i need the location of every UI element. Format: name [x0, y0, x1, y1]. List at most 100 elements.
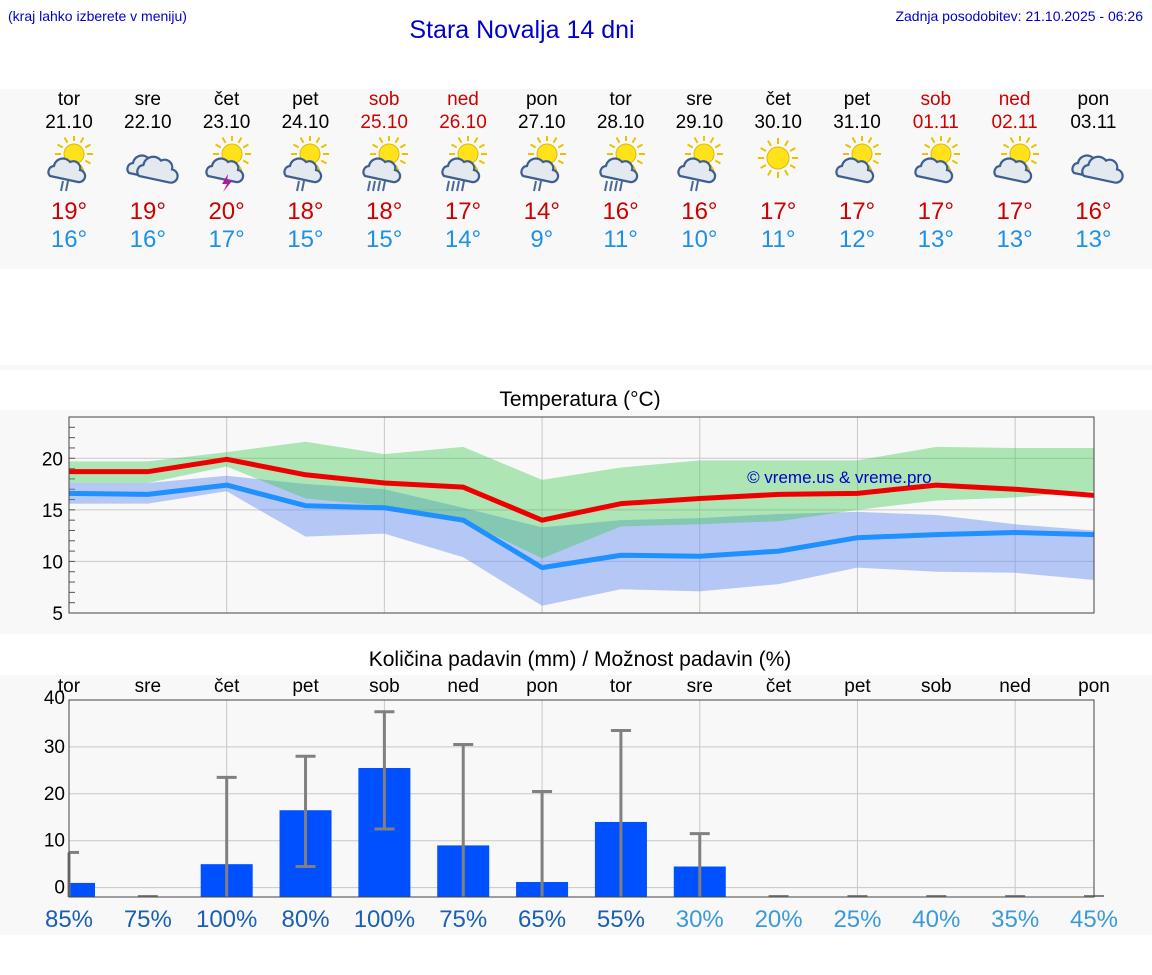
- day-label: tor: [610, 676, 633, 697]
- day-label: sre: [135, 676, 161, 697]
- day-name: čet: [765, 89, 791, 110]
- day-name: pet: [843, 89, 871, 110]
- min-temperature: 15°: [287, 226, 324, 253]
- y-tick-label: 15: [42, 501, 63, 522]
- temperature-chart-title: Temperatura (°C): [499, 388, 661, 411]
- day-name: ned: [447, 89, 479, 110]
- max-temperature-line: [69, 456, 1095, 523]
- precipitation-probability: 100%: [354, 906, 415, 933]
- max-temperature: 17°: [444, 198, 482, 225]
- location-note: (kraj lahko izberete v meniju): [8, 8, 187, 24]
- precipitation-probability: 65%: [518, 906, 566, 933]
- day-date: 25.10: [360, 112, 408, 133]
- precipitation-probability: 20%: [755, 906, 803, 933]
- min-temperature: 10°: [681, 226, 718, 253]
- day-name: ned: [998, 89, 1031, 110]
- max-temperature: 17°: [838, 198, 876, 225]
- precipitation-probability: 40%: [912, 906, 960, 933]
- max-temperature-range: [69, 441, 1094, 559]
- day-name: sre: [686, 89, 713, 110]
- daily-forecast-band: [0, 89, 1152, 269]
- min-temperature: 17°: [208, 226, 245, 253]
- watermark: © vreme.us & vreme.pro: [747, 468, 931, 487]
- day-name: tor: [57, 89, 81, 110]
- max-temperature: 20°: [208, 198, 245, 225]
- day-name: pon: [1077, 89, 1110, 110]
- sun-cloud-heavy-rain-icon: [424, 135, 502, 196]
- min-temperature: 13°: [1075, 226, 1112, 253]
- precipitation-probability: 100%: [196, 906, 257, 933]
- max-temperature: 16°: [602, 198, 639, 225]
- precipitation-probability: 30%: [676, 906, 724, 933]
- min-temperature: 13°: [917, 226, 954, 253]
- day-date: 21.10: [45, 112, 93, 133]
- last-updated: Zadnja posodobitev: 21.10.2025 - 06:26: [895, 8, 1143, 24]
- day-date: 28.10: [596, 112, 645, 133]
- day-label: čet: [766, 676, 792, 697]
- sun-cloud-heavy-rain-icon: [582, 135, 660, 196]
- day-label: sob: [921, 676, 952, 697]
- max-temperature: 16°: [1075, 198, 1112, 225]
- day-date: 24.10: [281, 112, 330, 133]
- day-name: pon: [525, 89, 558, 110]
- day-label: ned: [999, 676, 1031, 697]
- sun-cloud-rain-icon: [30, 135, 108, 196]
- max-temperature: 19°: [50, 198, 88, 225]
- y-tick-label: 40: [44, 688, 65, 709]
- cloudy-icon: [109, 136, 187, 196]
- day-date: 01.11: [912, 112, 959, 133]
- max-temperature: 17°: [996, 198, 1033, 225]
- day-date: 29.10: [675, 112, 724, 133]
- max-temperature: 19°: [129, 198, 166, 225]
- day-name: sob: [920, 89, 952, 110]
- sun-cloud-icon: [897, 135, 975, 196]
- y-tick-label: 0: [54, 878, 65, 899]
- min-temperature: 14°: [444, 226, 482, 253]
- min-temperature: 16°: [50, 226, 88, 253]
- cloudy-icon: [1054, 136, 1132, 196]
- day-date: 23.10: [202, 112, 251, 133]
- min-temperature: 9°: [530, 226, 554, 253]
- day-date: 30.10: [754, 112, 802, 133]
- day-label: ned: [447, 676, 479, 697]
- min-temperature: 11°: [603, 226, 638, 253]
- sun-cloud-icon: [818, 135, 896, 196]
- day-date: 27.10: [518, 112, 566, 133]
- precipitation-probability: 75%: [124, 906, 172, 933]
- precipitation-probability: 45%: [1070, 906, 1118, 933]
- sun-cloud-rain-icon: [266, 135, 344, 196]
- y-tick-label: 30: [44, 737, 65, 758]
- day-date: 31.10: [833, 112, 881, 133]
- sun-cloud-rain-icon: [503, 135, 581, 196]
- day-label: čet: [214, 676, 240, 697]
- day-name: sre: [134, 89, 161, 110]
- sun-thunder-icon: [188, 135, 266, 196]
- day-label: pon: [1078, 676, 1110, 697]
- min-temperature: 12°: [838, 226, 876, 253]
- y-tick-label: 20: [44, 784, 65, 805]
- day-label: pet: [292, 676, 319, 697]
- precipitation-probability: 80%: [282, 906, 330, 933]
- min-temperature: 16°: [129, 226, 166, 253]
- y-tick-label: 10: [44, 831, 65, 852]
- precipitation-chart: tor sre čet pet sob ned pon tor sre čet pet sob ned p…: [44, 676, 1118, 933]
- day-date: 22.10: [124, 112, 172, 133]
- precipitation-probability: 35%: [991, 906, 1039, 933]
- y-tick-label: 5: [52, 604, 63, 625]
- day-label: pet: [844, 676, 871, 697]
- max-temperature: 17°: [760, 198, 797, 225]
- day-label: pon: [526, 676, 558, 697]
- sun-cloud-rain-icon: [660, 135, 738, 196]
- precipitation-probability: 25%: [833, 906, 881, 933]
- precipitation-bar: [69, 882, 95, 897]
- day-name: pet: [292, 89, 319, 110]
- min-temperature: 13°: [996, 226, 1033, 253]
- max-temperature: 16°: [681, 198, 718, 225]
- page-title: Stara Novalja 14 dni: [409, 16, 635, 44]
- precipitation-chart-title: Količina padavin (mm) / Možnost padavin …: [368, 648, 792, 671]
- max-temperature: 18°: [287, 198, 324, 225]
- max-temperature: 14°: [523, 198, 560, 225]
- plot-area: [69, 417, 1094, 613]
- day-date: 03.11: [1070, 112, 1117, 133]
- precipitation-probability: 75%: [439, 906, 487, 933]
